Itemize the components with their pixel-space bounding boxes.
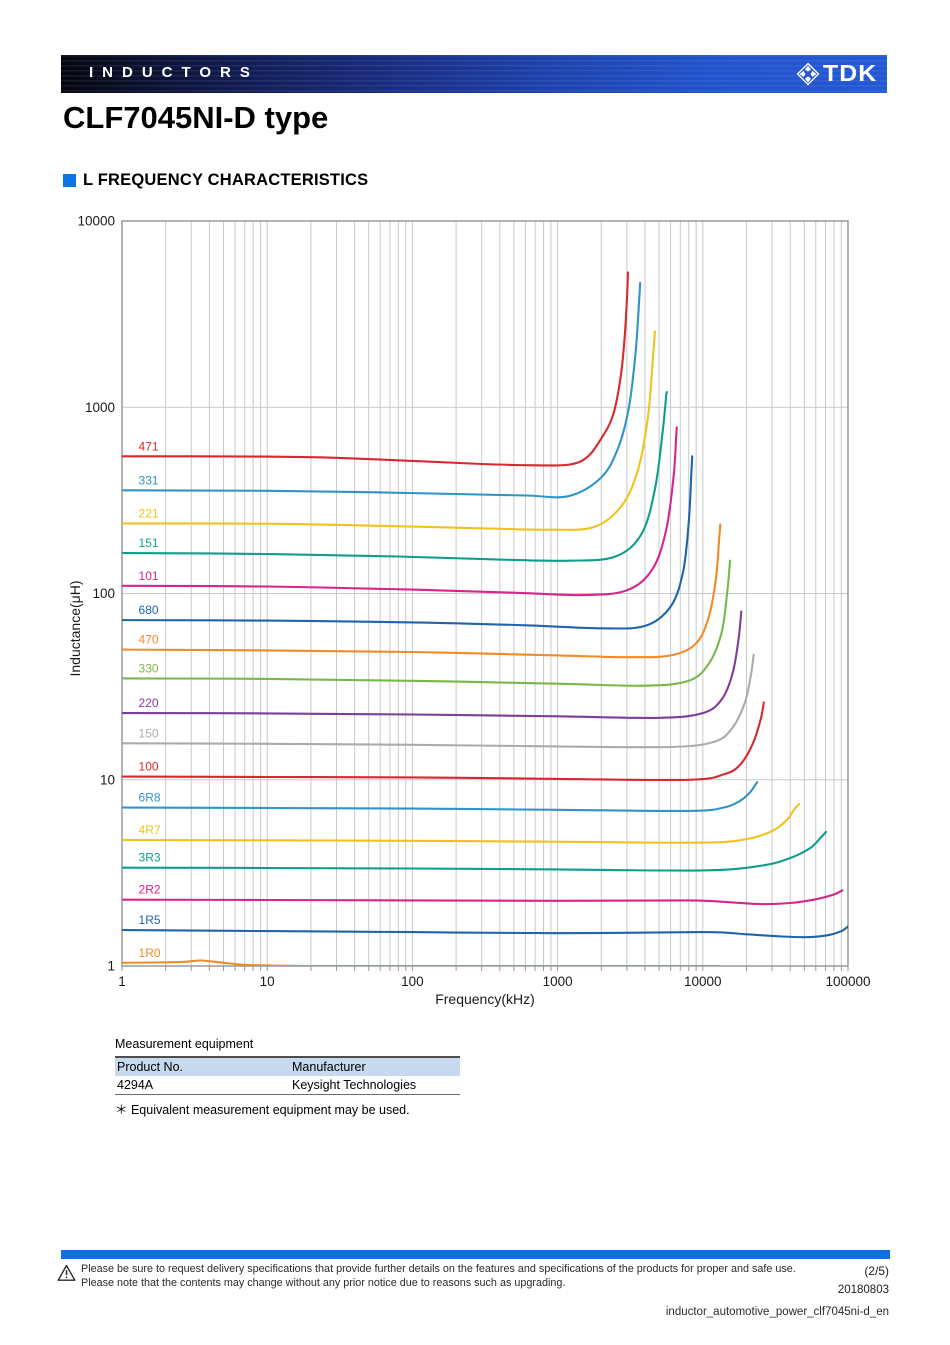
curve-label-2R2: 2R2 xyxy=(139,883,161,897)
x-tick-10: 10 xyxy=(260,974,275,989)
chart-curves xyxy=(122,271,848,966)
curve-221 xyxy=(122,330,656,531)
y-tick-10000: 10000 xyxy=(77,214,115,229)
curve-label-331: 331 xyxy=(139,473,159,487)
footer-notice-text: Please be sure to request delivery speci… xyxy=(81,1263,796,1290)
curve-label-100: 100 xyxy=(139,760,159,774)
curve-1R5 xyxy=(122,925,848,939)
curve-label-220: 220 xyxy=(139,696,159,710)
curve-101 xyxy=(122,426,678,597)
equipment-data-row: 4294A Keysight Technologies xyxy=(115,1076,460,1095)
product-category: INDUCTORS xyxy=(89,64,259,81)
footer-notice-line2: Please note that the contents may change… xyxy=(81,1276,566,1289)
curve-label-330: 330 xyxy=(139,661,159,675)
equipment-col-manufacturer: Manufacturer xyxy=(290,1057,460,1076)
curve-label-1R0: 1R0 xyxy=(139,946,161,960)
equipment-header-row: Product No. Manufacturer xyxy=(115,1057,460,1076)
curve-680 xyxy=(122,455,694,630)
curve-3R3 xyxy=(122,830,828,872)
x-tick-1000: 1000 xyxy=(543,974,573,989)
equipment-title: Measurement equipment xyxy=(115,1037,254,1051)
curve-label-470: 470 xyxy=(139,633,159,647)
curve-151 xyxy=(122,391,668,562)
curve-2R2 xyxy=(122,889,844,906)
curve-331 xyxy=(122,281,642,499)
curve-label-4R7: 4R7 xyxy=(139,823,161,837)
footer-notice-line1: Please be sure to request delivery speci… xyxy=(81,1263,796,1275)
chart-grid xyxy=(122,221,848,966)
header-band: INDUCTORS TDK xyxy=(61,55,887,93)
y-tick-1000: 1000 xyxy=(85,400,115,415)
section-heading: L FREQUENCY CHARACTERISTICS xyxy=(63,171,368,190)
curve-471 xyxy=(122,271,629,467)
tdk-logo-text: TDK xyxy=(822,60,878,86)
warning-icon xyxy=(57,1264,76,1281)
equipment-product-no: 4294A xyxy=(115,1076,290,1095)
curve-label-151: 151 xyxy=(139,536,159,550)
curve-330 xyxy=(122,559,732,687)
x-axis-title: Frequency(kHz) xyxy=(435,991,535,1007)
curve-150 xyxy=(122,653,755,749)
curve-4R7 xyxy=(122,803,801,844)
equipment-table: Product No. Manufacturer 4294A Keysight … xyxy=(115,1056,460,1095)
page-number: (2/5) xyxy=(864,1264,889,1278)
curve-6R8 xyxy=(122,781,759,813)
curve-label-3R3: 3R3 xyxy=(139,851,161,865)
document-id: inductor_automotive_power_clf7045ni-d_en xyxy=(665,1306,889,1318)
curve-label-6R8: 6R8 xyxy=(139,790,161,804)
tdk-logo: TDK xyxy=(796,60,876,87)
curve-label-101: 101 xyxy=(139,569,159,583)
curve-label-1R5: 1R5 xyxy=(139,913,161,927)
curve-1R0 xyxy=(122,959,721,966)
curve-label-150: 150 xyxy=(139,726,159,740)
measurement-equipment: Measurement equipment Product No. Manufa… xyxy=(115,1037,460,1118)
chart-axis-ticks xyxy=(121,966,849,971)
x-tick-1: 1 xyxy=(118,974,126,989)
equipment-col-product: Product No. xyxy=(115,1057,290,1076)
section-title: L FREQUENCY CHARACTERISTICS xyxy=(83,171,369,189)
curve-label-680: 680 xyxy=(139,603,159,617)
curve-100 xyxy=(122,701,765,782)
y-tick-100: 100 xyxy=(92,586,115,601)
curve-470 xyxy=(122,523,722,659)
curve-label-471: 471 xyxy=(139,439,159,453)
x-tick-100000: 100000 xyxy=(825,974,870,989)
document-date: 20180803 xyxy=(837,1284,889,1296)
section-bullet-icon xyxy=(63,174,76,187)
equipment-manufacturer: Keysight Technologies xyxy=(290,1076,460,1095)
footer-divider-bar xyxy=(61,1250,890,1259)
y-tick-10: 10 xyxy=(100,772,115,787)
y-axis-title: Inductance(μH) xyxy=(67,581,83,677)
equipment-note: ＊ Equivalent measurement equipment may b… xyxy=(115,1103,410,1117)
chart-curve-labels: 471 331 221 151 101 680 470 330 220 150 100 6R8 4R7 3… xyxy=(139,439,161,959)
x-tick-10000: 10000 xyxy=(684,974,722,989)
l-frequency-chart: 4713312211511016804703302201501006R84R73… xyxy=(67,214,871,1008)
x-tick-100: 100 xyxy=(401,974,424,989)
tdk-logo-mark-icon xyxy=(796,62,820,85)
chart-tick-labels: 1 10 100 1000 10000 100000 1 10 100 1000 10000 xyxy=(77,214,870,990)
curve-label-221: 221 xyxy=(139,506,159,520)
y-tick-1: 1 xyxy=(107,959,115,974)
chart-axis-titles: Frequency(kHz) Inductance(μH) xyxy=(67,581,535,1008)
curve-220 xyxy=(122,610,743,719)
page-title: CLF7045NI-D type xyxy=(63,100,329,135)
footer-notice: Please be sure to request delivery speci… xyxy=(57,1263,847,1290)
